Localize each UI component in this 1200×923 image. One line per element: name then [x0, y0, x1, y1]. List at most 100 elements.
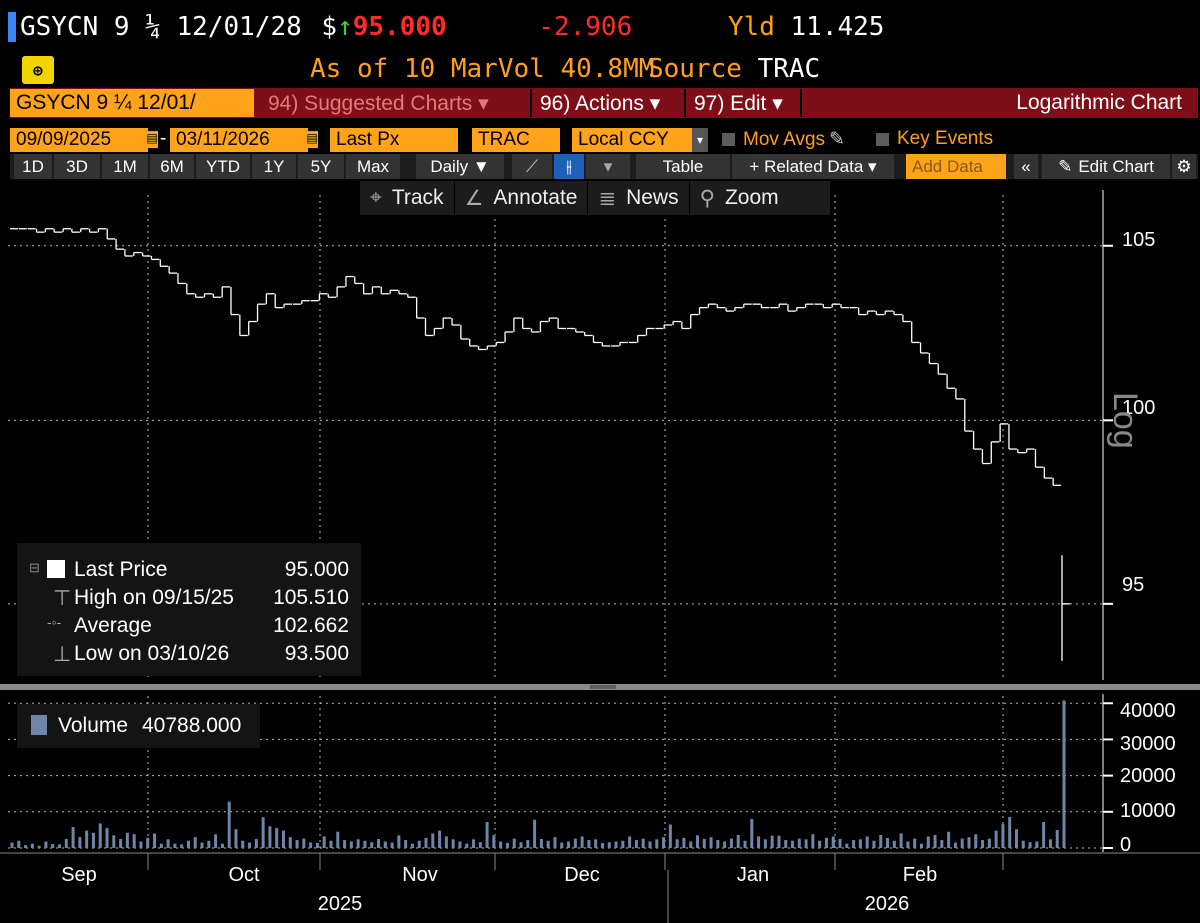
- line-chart-icon[interactable]: ⟋: [512, 154, 552, 179]
- bloomberg-ruler-icon[interactable]: ⊕: [22, 56, 54, 84]
- gear-icon[interactable]: ⚙: [1172, 154, 1196, 179]
- price-bar: [239, 314, 248, 337]
- last-price: 95.000: [352, 12, 447, 42]
- legend-value: 95.000: [284, 558, 349, 581]
- volume-bar: [709, 837, 713, 848]
- log-scale-label[interactable]: Log: [1106, 392, 1144, 449]
- price-field-select[interactable]: Last Px: [330, 128, 458, 152]
- actions-menu[interactable]: 96) Actions ▾: [530, 89, 682, 117]
- price-bar: [734, 306, 743, 312]
- volume-bar: [770, 835, 774, 848]
- chevron-down-icon[interactable]: ▾: [586, 154, 630, 179]
- key-events-checkbox[interactable]: Key Events: [876, 128, 993, 150]
- source-label: Source: [648, 54, 742, 84]
- volume-bar: [539, 838, 543, 848]
- range-button-1y[interactable]: 1Y: [252, 154, 296, 179]
- security-ticker[interactable]: GSYCN 9 ¼ 12/01/28: [8, 12, 302, 42]
- price-bar: [327, 293, 337, 298]
- mov-avgs-checkbox[interactable]: Mov Avgs ✎: [722, 128, 845, 151]
- price-bar: [469, 338, 478, 347]
- end-date-field[interactable]: 03/11/2026: [170, 128, 308, 152]
- price-chart[interactable]: [0, 180, 1200, 923]
- volume-bar: [309, 842, 313, 848]
- chevron-down-icon[interactable]: ▾: [692, 128, 708, 152]
- volume-bar: [417, 840, 421, 848]
- price-bar: [681, 321, 690, 330]
- suggested-charts-menu[interactable]: 94) Suggested Charts ▾: [268, 91, 489, 115]
- price-bar: [990, 441, 1000, 464]
- related-data-button[interactable]: + Related Data ▾: [732, 154, 894, 179]
- edit-chart-button[interactable]: ✎ Edit Chart: [1042, 154, 1170, 179]
- range-button-6m[interactable]: 6M: [150, 154, 194, 179]
- volume-bar: [824, 837, 828, 848]
- high-marker-icon: ⊤: [53, 587, 72, 610]
- volume-bar: [1008, 816, 1012, 848]
- chart-grid: [8, 195, 1103, 849]
- volume-bar: [526, 840, 530, 848]
- volume-legend[interactable]: Volume 40788.000: [17, 704, 260, 748]
- yield-label: Yld: [727, 12, 775, 42]
- volume-bar: [702, 838, 706, 848]
- range-button-1m[interactable]: 1M: [102, 154, 148, 179]
- volume-bar: [804, 839, 808, 848]
- volume-tick-label: 30000: [1120, 733, 1176, 755]
- price-bar: [760, 304, 770, 309]
- date-range-dash: -: [160, 128, 167, 149]
- range-button-3d[interactable]: 3D: [54, 154, 100, 179]
- y-tick-label: 95: [1122, 574, 1145, 596]
- collapse-icon[interactable]: «: [1014, 154, 1038, 179]
- pencil-icon[interactable]: ✎: [829, 129, 845, 150]
- price-bar: [893, 311, 902, 316]
- range-button-max[interactable]: Max: [346, 154, 400, 179]
- edit-menu[interactable]: 97) Edit ▾: [684, 89, 802, 117]
- volume-label: Volume: [58, 714, 129, 737]
- range-button-5y[interactable]: 5Y: [298, 154, 344, 179]
- volume-bar: [838, 838, 842, 848]
- price-legend[interactable]: ⊟ Last Price 95.000 ⊤ High on 09/15/25 1…: [17, 543, 361, 676]
- price-bar: [44, 228, 54, 233]
- ticker-field[interactable]: GSYCN 9 ¼ 12/01/: [10, 89, 254, 117]
- price-bar: [150, 255, 160, 261]
- calendar-icon[interactable]: ▤: [306, 131, 318, 148]
- volume-bar: [689, 841, 693, 848]
- range-button-ytd[interactable]: YTD: [196, 154, 250, 179]
- price-bar: [88, 228, 98, 233]
- volume-bar: [926, 836, 930, 848]
- price-bar: [159, 259, 169, 267]
- volume-bar: [281, 830, 285, 848]
- add-data-input[interactable]: Add Data: [906, 154, 1006, 179]
- volume-bar: [472, 839, 476, 848]
- annotate-tool[interactable]: ∠ Annotate: [453, 181, 588, 215]
- table-button[interactable]: Table: [636, 154, 730, 179]
- news-tool[interactable]: ≣ News: [587, 181, 688, 215]
- zoom-tool[interactable]: ⚲ Zoom: [688, 181, 789, 215]
- range-button-1d[interactable]: 1D: [14, 154, 52, 179]
- price-bar: [583, 331, 593, 337]
- up-arrow-icon: ↑: [337, 12, 353, 42]
- volume-bar: [716, 840, 720, 848]
- track-tool[interactable]: ⌖ Track: [360, 181, 454, 215]
- annotate-label: Annotate: [493, 186, 578, 209]
- source-select[interactable]: TRAC: [472, 128, 560, 152]
- legend-label: Low on 03/10/26: [74, 642, 230, 665]
- x-month-label: Feb: [902, 864, 938, 886]
- start-date-field[interactable]: 09/09/2025: [10, 128, 148, 152]
- price-bar: [866, 310, 876, 315]
- volume-bar: [254, 838, 258, 848]
- volume-bar: [682, 837, 686, 848]
- price-bar: [362, 283, 372, 295]
- bar-chart-icon[interactable]: ⫲: [554, 154, 584, 179]
- calendar-icon[interactable]: ▤: [146, 131, 158, 148]
- price-bar: [380, 286, 390, 295]
- currency-select[interactable]: Local CCY: [572, 128, 692, 152]
- price-bar: [911, 321, 920, 344]
- collapse-icon[interactable]: ⊟: [29, 560, 40, 575]
- volume-bar: [784, 840, 788, 848]
- volume-bar: [424, 837, 428, 848]
- period-select[interactable]: Daily ▼: [416, 154, 504, 179]
- legend-average: -◦- Average 102.662: [17, 612, 361, 640]
- volume-bar: [390, 842, 394, 848]
- checkbox-icon: [876, 132, 889, 146]
- pencil-icon: ✎: [1058, 156, 1073, 176]
- price-bar: [972, 431, 982, 450]
